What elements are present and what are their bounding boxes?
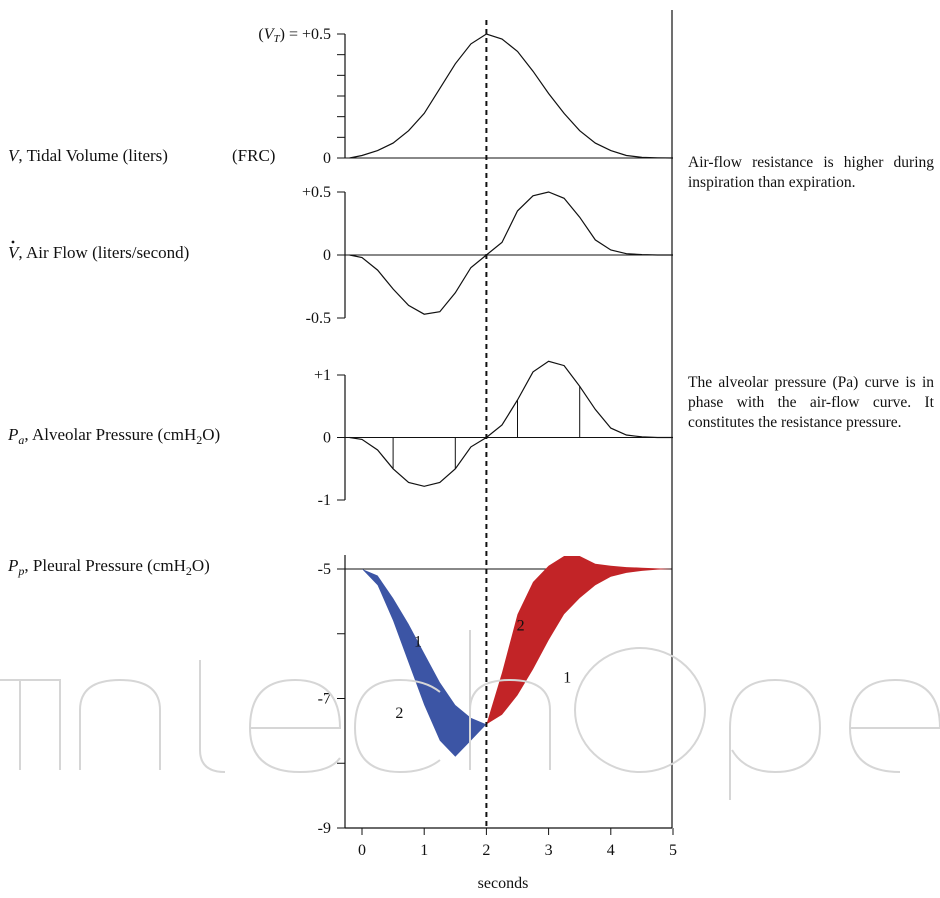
resistance-annotation: Air-flow resistance is higher during ins… [688, 154, 934, 191]
y-tick-label-flow: 0 [323, 247, 331, 264]
curve-label-2: 2 [517, 618, 525, 635]
y-tick-label-flow: -0.5 [306, 310, 331, 327]
panel-label-volume: V, Tidal Volume (liters) [8, 146, 168, 165]
y-tick-label-flow: +0.5 [302, 184, 331, 201]
panel-label-flow: V, Air Flow (liters/second) [8, 243, 189, 262]
alveolar-annotation: The alveolar pressure (Pa) curve is in p… [688, 373, 934, 433]
series-line-volume [349, 33, 674, 159]
x-tick-label: 2 [482, 842, 490, 859]
x-axis-label: seconds [478, 875, 529, 892]
x-tick-label: 4 [607, 842, 615, 859]
curve-label-1: 1 [563, 669, 571, 686]
y-tick-label-volume: (VT) = +0.5 [258, 26, 331, 45]
x-tick-label: 5 [669, 842, 677, 859]
x-tick-label: 1 [420, 842, 428, 859]
y-tick-label-volume: 0 [323, 150, 331, 167]
y-tick-label-alveolar: -1 [318, 492, 331, 509]
series-line-flow [349, 191, 673, 315]
v-dot-icon [11, 240, 15, 244]
y-tick-label-alveolar: 0 [323, 430, 331, 447]
panel-alveolar: +1 0 -1 Pa, Alveolar Pressure (cmH2O) [7, 360, 673, 509]
y-tick-label-pleural: -9 [318, 820, 331, 837]
x-tick-label: 0 [358, 842, 366, 859]
panel-label-pleural: Pp, Pleural Pressure (cmH2O) [7, 556, 210, 578]
panel-label-alveolar: Pa, Alveolar Pressure (cmH2O) [7, 425, 220, 447]
frc-label: (FRC) [232, 146, 275, 165]
y-tick-label-pleural: -7 [318, 691, 331, 708]
expiration-fill [486, 556, 673, 725]
panel-flow: +0.5 0 -0.5 V, Air Flow (liters/second) [8, 184, 673, 327]
x-tick-label: 3 [545, 842, 553, 859]
panel-volume: 0 (VT) = +0.5 V, Tidal Volume (liters) (FRC… [8, 26, 674, 167]
series-line-alveolar [349, 360, 673, 487]
curve-label-1: 1 [414, 634, 422, 651]
inspiration-fill [349, 569, 487, 757]
curve-label-2: 2 [395, 705, 403, 722]
panel-pleural: -5 -7 -9 Pp, Pleural Pressure (cmH2O) 1 2 2 1 [7, 555, 673, 837]
y-tick-label-pleural: -5 [318, 561, 331, 578]
y-tick-label-alveolar: +1 [314, 367, 331, 384]
alveolar-annotation-text: The alveolar pressure (Pa) curve is in p… [688, 374, 934, 431]
